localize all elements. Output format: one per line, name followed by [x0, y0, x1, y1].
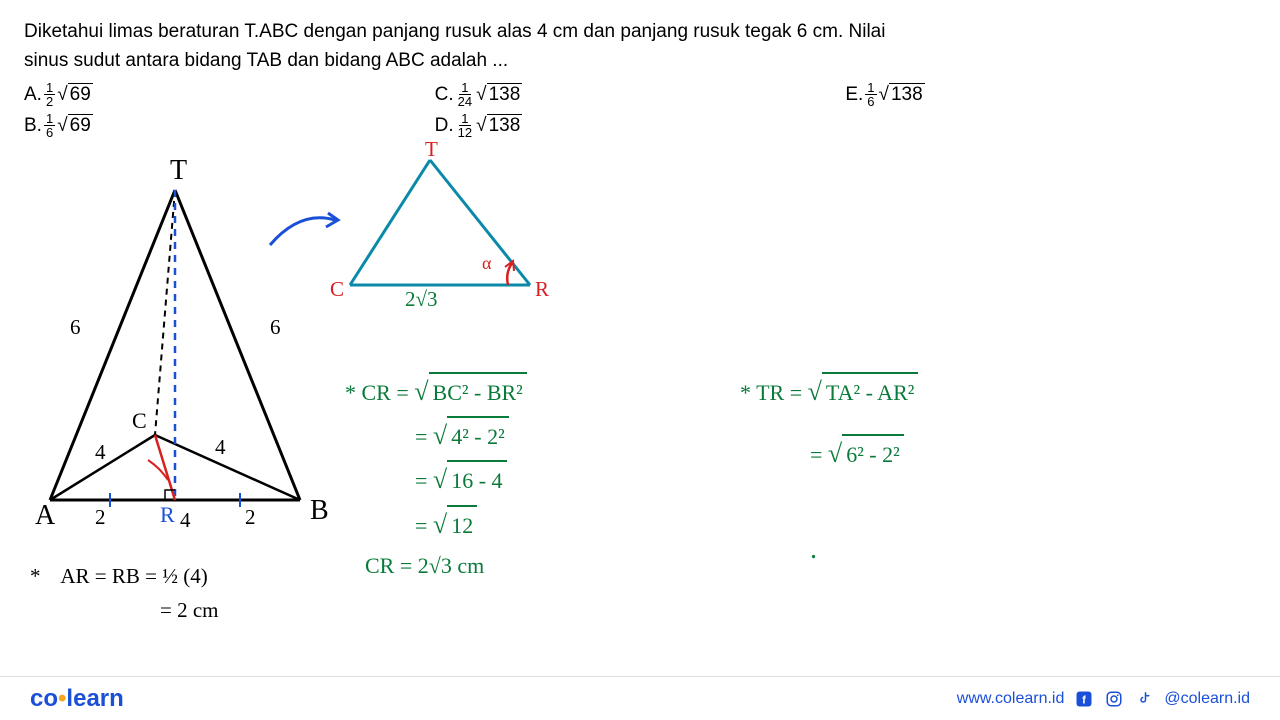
label-A: A [35, 500, 55, 532]
logo: co•learn [30, 685, 124, 713]
label-R: R [160, 502, 175, 528]
work-cr: * CR = BC² - BR² = 4² - 2² = 16 - 4 = 12… [345, 370, 527, 584]
cr-line1: * CR = BC² - BR² [345, 370, 527, 414]
option-c-label: C. [435, 84, 454, 106]
cr-line3: = 16 - 4 [345, 458, 527, 502]
option-e-frac: 1 6 [865, 81, 876, 108]
svg-text:f: f [1083, 694, 1087, 706]
extracted-triangle: T C R α 2√3 [330, 145, 560, 315]
cr-line4: = 12 [345, 503, 527, 547]
option-a-frac: 1 2 [44, 81, 55, 108]
footer-url: www.colearn.id [957, 690, 1065, 708]
ext-label-base: 2√3 [405, 287, 438, 312]
extracted-svg [330, 145, 560, 315]
label-CB: 4 [215, 435, 226, 460]
radical-icon [414, 380, 428, 405]
option-b: B. 1 6 69 [24, 112, 435, 139]
options-row: A. 1 2 69 B. 1 6 69 C. 1 24 138 D. [0, 75, 1280, 149]
option-a-label: A. [24, 84, 42, 106]
work-tr: * TR = TA² - AR² = 6² - 2² . [740, 370, 918, 574]
options-col2: C. 1 24 138 D. 1 12 138 [435, 81, 846, 143]
ext-TC [350, 160, 430, 285]
options-col1: A. 1 2 69 B. 1 6 69 [24, 81, 435, 143]
label-T: T [170, 155, 187, 187]
option-e-sqrt: 138 [879, 84, 925, 106]
footer-right: www.colearn.id f @colearn.id [957, 689, 1250, 709]
option-e-label: E. [845, 84, 863, 106]
ext-label-T: T [425, 137, 438, 162]
question-line2: sinus sudut antara bidang TAB dan bidang… [24, 47, 1256, 76]
label-AB: 4 [180, 508, 191, 533]
radical-icon [433, 424, 447, 449]
option-d-sqrt: 138 [476, 115, 522, 137]
label-side6-left: 6 [70, 315, 81, 340]
ext-label-alpha: α [482, 253, 491, 274]
ext-angle-arc [507, 263, 512, 285]
footer: co•learn www.colearn.id f @colearn.id [0, 676, 1280, 720]
tr-line2: = 6² - 2² [740, 432, 918, 476]
footer-handle: @colearn.id [1164, 690, 1250, 708]
option-d-frac: 1 12 [456, 112, 474, 139]
tiktok-icon [1134, 689, 1154, 709]
work-ar: * AR = RB = ½ (4) = 2 cm [30, 560, 219, 627]
option-c: C. 1 24 138 [435, 81, 846, 108]
label-CA: 4 [95, 440, 106, 465]
cr-line2: = 4² - 2² [345, 414, 527, 458]
label-side6-right: 6 [270, 315, 281, 340]
options-col3: E. 1 6 138 [845, 81, 1256, 143]
label-RB: 2 [245, 505, 256, 530]
ar-line1: * AR = RB = ½ (4) [30, 560, 219, 594]
option-c-frac: 1 24 [456, 81, 474, 108]
option-b-sqrt: 69 [57, 115, 93, 137]
question-line1: Diketahui limas beraturan T.ABC dengan p… [24, 18, 1256, 47]
question-block: Diketahui limas beraturan T.ABC dengan p… [0, 0, 1280, 75]
tr-line1: * TR = TA² - AR² [740, 370, 918, 414]
edge-TC [155, 190, 175, 435]
facebook-icon: f [1074, 689, 1094, 709]
logo-co: co [30, 685, 58, 712]
radical-icon [808, 380, 822, 405]
label-AR: 2 [95, 505, 106, 530]
ext-label-C: C [330, 277, 344, 302]
label-C: C [132, 408, 147, 434]
logo-learn: learn [66, 685, 123, 712]
option-b-label: B. [24, 115, 42, 137]
option-a: A. 1 2 69 [24, 81, 435, 108]
radical-icon [828, 442, 842, 467]
option-b-frac: 1 6 [44, 112, 55, 139]
option-d: D. 1 12 138 [435, 112, 846, 139]
radical-icon [433, 468, 447, 493]
option-c-sqrt: 138 [476, 84, 522, 106]
cr-line5: CR = 2√3 cm [345, 547, 527, 584]
radical-icon [433, 513, 447, 538]
option-a-sqrt: 69 [57, 84, 93, 106]
ar-line2: = 2 cm [30, 594, 219, 628]
tr-dot: . [740, 526, 918, 574]
instagram-icon [1104, 689, 1124, 709]
ext-TR [430, 160, 530, 285]
option-d-label: D. [435, 115, 454, 137]
label-B: B [310, 495, 329, 527]
ext-label-R: R [535, 277, 549, 302]
edge-TA [50, 190, 175, 500]
option-e: E. 1 6 138 [845, 81, 1256, 108]
